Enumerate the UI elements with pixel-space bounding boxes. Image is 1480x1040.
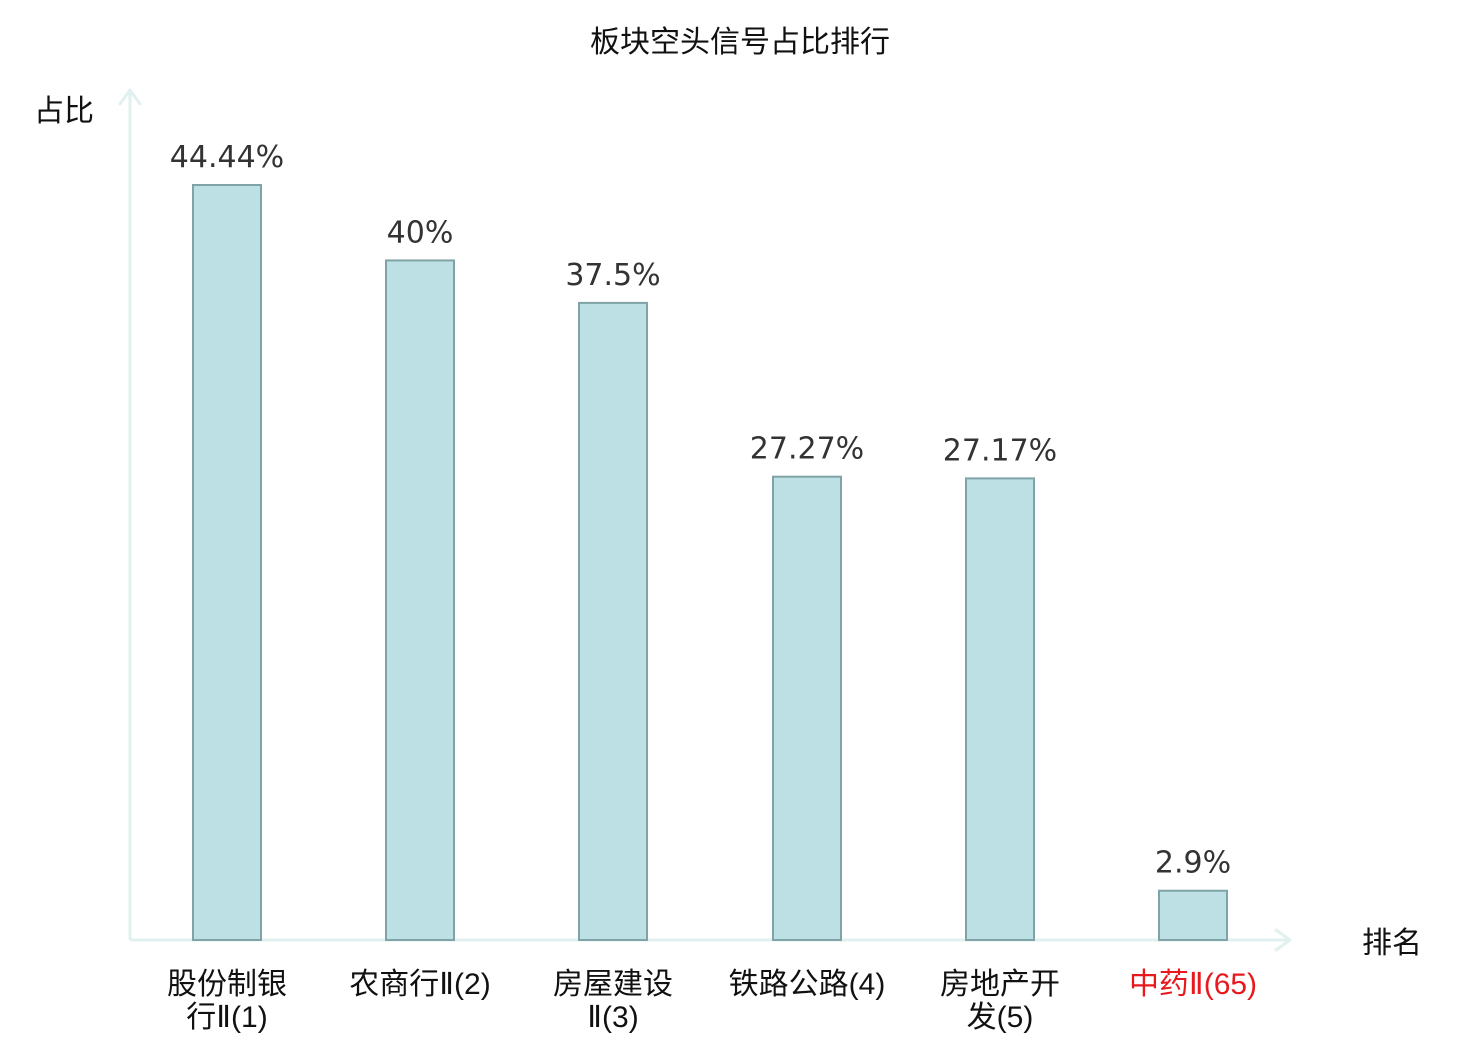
axes [118, 88, 1292, 952]
bar [1158, 889, 1228, 941]
bar [578, 301, 648, 941]
bar [192, 184, 262, 941]
category-label: 发(5) [967, 1001, 1034, 1034]
category-label: 股份制银 [167, 968, 287, 1001]
category-label: 房地产开 [940, 968, 1060, 1001]
category-label: Ⅱ(3) [587, 1001, 638, 1034]
bar [772, 475, 842, 941]
chart-title: 板块空头信号占比排行 [590, 26, 890, 59]
value-label: 44.44% [170, 140, 284, 175]
value-labels: 44.44% 40% 37.5% 27.27% 27.17% 2.9% [170, 140, 1231, 881]
category-label: 中药Ⅱ(65) [1129, 968, 1257, 1001]
category-label: 铁路公路(4) [729, 968, 886, 1001]
value-label: 40% [387, 215, 454, 250]
value-label: 27.27% [750, 432, 864, 467]
x-axis-arrow [1274, 928, 1292, 952]
y-axis-label: 占比 [34, 95, 94, 128]
category-label: 行Ⅱ(1) [186, 1001, 267, 1034]
category-label: 农商行Ⅱ(2) [349, 968, 490, 1001]
value-label: 2.9% [1155, 846, 1231, 881]
y-axis-arrow [118, 88, 142, 106]
value-label: 37.5% [565, 258, 660, 293]
bar [965, 477, 1035, 941]
value-label: 27.17% [943, 433, 1057, 468]
category-label: 房屋建设 [553, 968, 673, 1001]
bars [192, 184, 1228, 941]
bar [385, 259, 455, 941]
x-axis-label: 排名 [1362, 927, 1422, 960]
